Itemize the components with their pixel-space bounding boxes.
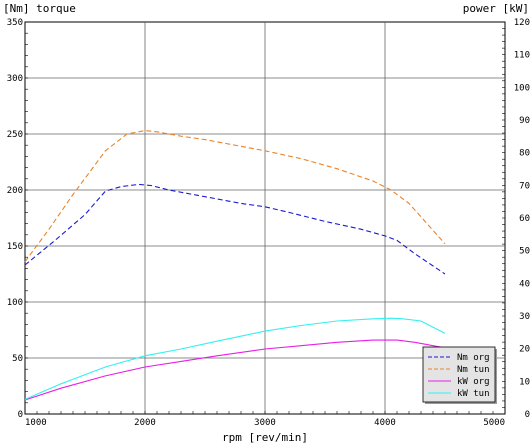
x-tick-label: 5000 xyxy=(483,418,505,428)
y-right-tick-label: 100 xyxy=(514,83,530,93)
x-tick-label: 4000 xyxy=(374,418,396,428)
x-axis-label: rpm [rev/min] xyxy=(222,431,308,444)
x-tick-label: 1000 xyxy=(25,418,47,428)
left-axis-label: [Nm] torque xyxy=(3,2,76,15)
y-left-tick-label: 0 xyxy=(18,410,23,420)
series-line-Nm-org xyxy=(24,183,446,275)
series-line-kW-tun xyxy=(24,317,446,400)
y-right-tick-label: 90 xyxy=(519,116,530,126)
y-left-tick-label: 250 xyxy=(7,130,23,140)
grid xyxy=(25,22,505,414)
y-right-tick-label: 50 xyxy=(519,247,530,257)
y-right-tick-label: 120 xyxy=(514,18,530,28)
axis-ticks: 1000 2000 3000 4000 500005010015020025030035… xyxy=(7,18,530,428)
y-left-tick-label: 350 xyxy=(7,18,23,28)
legend-entry: Nm tun xyxy=(457,365,490,375)
y-right-tick-label: 80 xyxy=(519,149,530,159)
y-left-tick-label: 300 xyxy=(7,74,23,84)
y-right-tick-label: 20 xyxy=(519,345,530,355)
legend-entry: Nm org xyxy=(457,353,490,363)
x-tick-label: 3000 xyxy=(254,418,276,428)
legend: Nm org Nm tun kW org kW tun xyxy=(422,346,497,404)
legend-entry: kW tun xyxy=(457,389,490,399)
y-left-tick-label: 200 xyxy=(7,186,23,196)
y-right-tick-label: 30 xyxy=(519,312,530,322)
legend-entry: kW org xyxy=(457,377,490,387)
y-left-tick-label: 150 xyxy=(7,242,23,252)
y-right-tick-label: 0 xyxy=(525,410,530,420)
series-line-kW-org xyxy=(24,339,446,401)
right-axis-label: power [kW] xyxy=(463,2,529,15)
y-right-tick-label: 10 xyxy=(519,377,530,387)
y-left-tick-label: 100 xyxy=(7,298,23,308)
series-lines xyxy=(24,130,446,401)
y-right-tick-label: 40 xyxy=(519,279,530,289)
y-right-tick-label: 110 xyxy=(514,51,530,61)
series-line-Nm-tun xyxy=(24,130,446,263)
y-left-tick-label: 50 xyxy=(12,354,23,364)
y-right-tick-label: 70 xyxy=(519,181,530,191)
y-right-tick-label: 60 xyxy=(519,214,530,224)
x-tick-label: 2000 xyxy=(134,418,156,428)
